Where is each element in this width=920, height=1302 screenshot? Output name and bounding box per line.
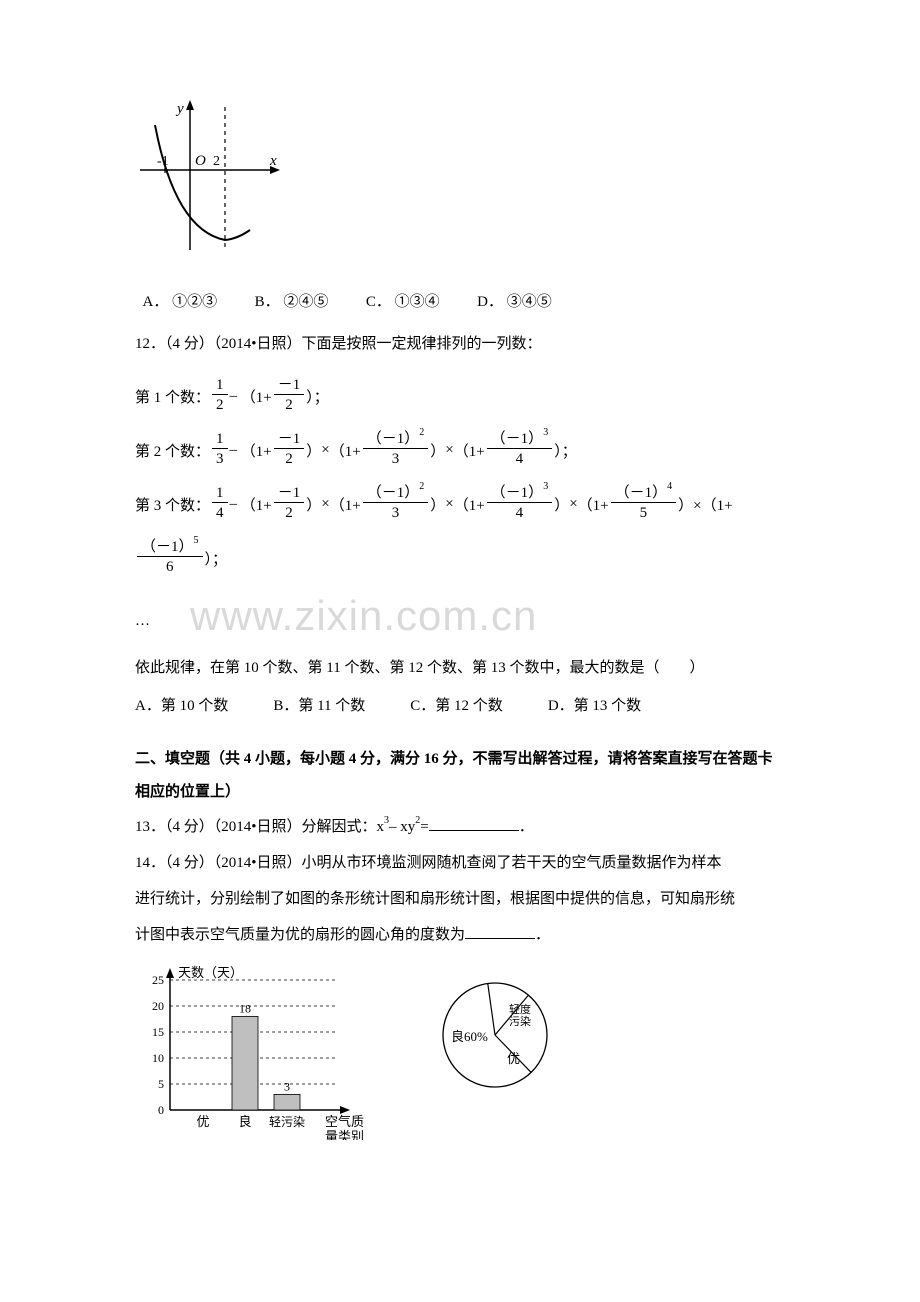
q12-choice-d: D．第 13 个数 — [548, 698, 641, 714]
choice-b-prefix: B． — [255, 294, 280, 310]
svg-text:25: 25 — [152, 973, 164, 987]
choice-a-prefix: A． — [143, 294, 169, 310]
svg-text:量类别: 量类别 — [325, 1129, 364, 1140]
svg-text:污染: 污染 — [509, 1014, 531, 1028]
q12-choice-b: B．第 11 个数 — [273, 698, 365, 714]
choice-d-prefix: D． — [477, 294, 503, 310]
tick-neg1: -1 — [157, 154, 169, 169]
q14-line3: 计图中表示空气质量为优的扇形的圆心角的度数为． — [135, 917, 785, 953]
frac-quarter: 1 4 — [212, 484, 228, 524]
svg-text:良60%: 良60% — [451, 1029, 488, 1044]
svg-text:20: 20 — [152, 999, 164, 1013]
q12-choice-c: C．第 12 个数 — [410, 698, 503, 714]
svg-text:良: 良 — [238, 1114, 251, 1129]
choice-c-prefix: C． — [366, 294, 391, 310]
svg-text:15: 15 — [152, 1025, 164, 1039]
q12-line3: 第 3 个数： 1 4 – （1+ －12 ） × （1+ （－1）23 ） ×… — [135, 484, 785, 524]
svg-text:轻污染: 轻污染 — [269, 1114, 305, 1129]
q11-choice-row: A． ①②③ B． ②④⑤ C． ①③④ D． ③④⑤ — [135, 290, 785, 311]
svg-text:3: 3 — [284, 1079, 290, 1093]
x-axis-label: x — [269, 153, 277, 169]
q14-line1: 14．（4 分）（2014•日照）小明从市环境监测网随机查阅了若干天的空气质量数… — [135, 845, 785, 881]
q12-line3-cont: （－1）56 ）； — [135, 538, 785, 578]
svg-text:10: 10 — [152, 1051, 164, 1065]
tick-2: 2 — [213, 154, 220, 169]
parabola-graph: y x -1 O 2 — [135, 95, 785, 270]
watermark: www.zixin.com.cn — [190, 592, 537, 640]
q12-choice-row: A．第 10 个数 B．第 11 个数 C．第 12 个数 D．第 13 个数 — [135, 694, 785, 715]
svg-text:0: 0 — [158, 1103, 164, 1117]
svg-text:轻度: 轻度 — [509, 1002, 531, 1016]
svg-text:优: 优 — [507, 1051, 520, 1066]
svg-text:空气质: 空气质 — [325, 1114, 364, 1129]
frac-half: 1 2 — [212, 376, 228, 416]
svg-text:18: 18 — [239, 1001, 251, 1015]
line1-prefix: 第 1 个数： — [135, 386, 210, 407]
q12-ellipsis: … — [135, 613, 150, 630]
charts-row: 0 5 10 15 20 25 天数（天） 优 18 良 3 轻污染 空气质量类别 良60% 优 轻度污染 — [135, 965, 785, 1145]
q12-tail: 依此规律，在第 10 个数、第 11 个数、第 12 个数、第 13 个数中，最… — [135, 650, 785, 686]
frac-neg1-2: －1 2 — [274, 376, 305, 416]
svg-text:5: 5 — [158, 1077, 164, 1091]
q12-choice-a: A．第 10 个数 — [135, 698, 228, 714]
bar-chart: 0 5 10 15 20 25 天数（天） 优 18 良 3 轻污染 空气质量类别 — [135, 965, 365, 1145]
q13-stem: 13．（4 分）（2014•日照）分解因式：x3– xy2=． — [135, 809, 785, 845]
pie-chart: 良60% 优 轻度污染 — [425, 965, 575, 1120]
svg-text:天数（天）: 天数（天） — [178, 965, 243, 980]
q14-blank — [465, 923, 535, 940]
q12-line1: 第 1 个数： 1 2 – （1+ －1 2 ）； — [135, 376, 785, 416]
choice-a: ①②③ — [172, 294, 217, 310]
choice-c: ①③④ — [395, 294, 440, 310]
y-axis-label: y — [175, 101, 184, 117]
line3-prefix: 第 3 个数： — [135, 494, 210, 515]
frac-third: 1 3 — [212, 430, 228, 470]
choice-b: ②④⑤ — [283, 294, 328, 310]
q14-line2: 进行统计，分别绘制了如图的条形统计图和扇形统计图，根据图中提供的信息，可知扇形统 — [135, 881, 785, 917]
line2-prefix: 第 2 个数： — [135, 440, 210, 461]
q13-blank — [429, 815, 519, 832]
choice-d: ③④⑤ — [507, 294, 552, 310]
origin-label: O — [195, 153, 206, 169]
q12-stem: 12．（4 分）（2014•日照）下面是按照一定规律排列的一列数： — [135, 326, 785, 362]
section2-heading: 二、填空题（共 4 小题，每小题 4 分，满分 16 分，不需写出解答过程，请将… — [135, 743, 785, 809]
svg-text:优: 优 — [196, 1114, 209, 1129]
q12-line2: 第 2 个数： 1 3 – （1+ －12 ） × （1+ （－1）23 ） ×… — [135, 430, 785, 470]
